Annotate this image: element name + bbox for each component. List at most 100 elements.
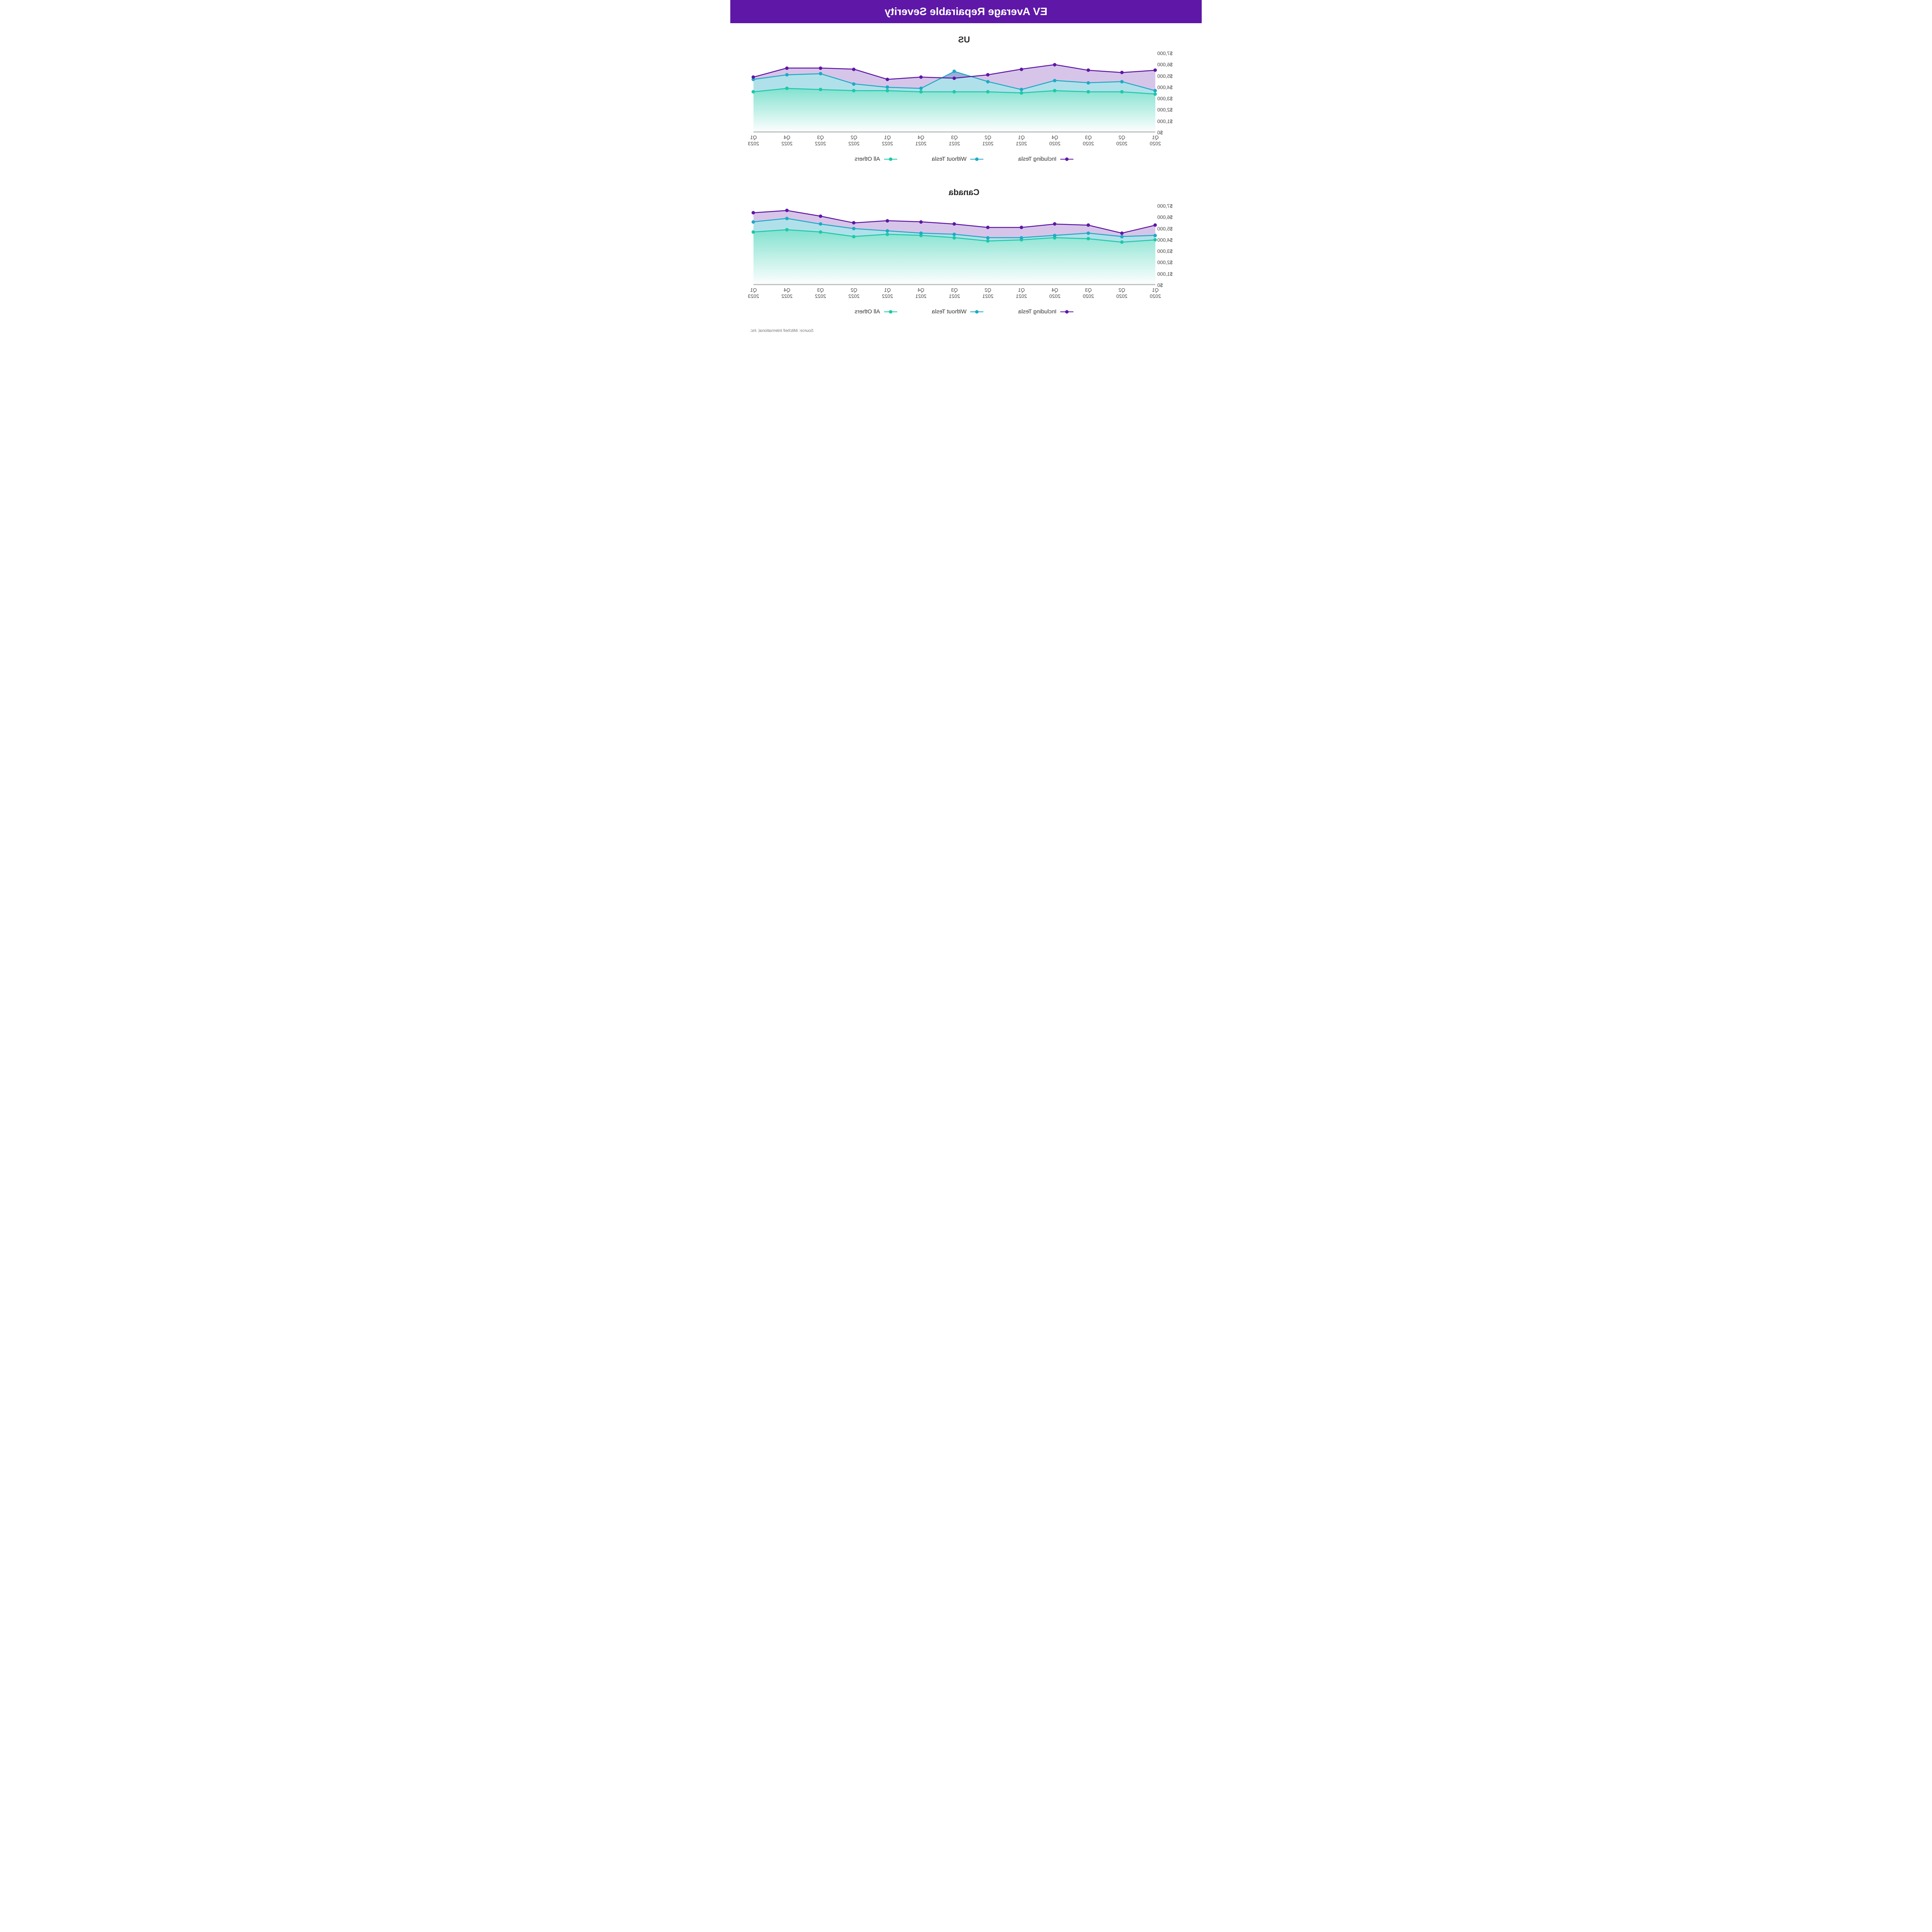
x-axis-label: Q32022 [815, 134, 826, 150]
x-axis-label: Q12022 [882, 134, 893, 150]
marker-all-others [1120, 90, 1124, 94]
x-axis-label: Q32020 [1083, 134, 1094, 150]
marker-including-tesla [886, 78, 889, 81]
x-axis-label: Q22021 [982, 287, 993, 303]
marker-without-tesla [1087, 81, 1090, 85]
chart-title: Canada [750, 187, 1179, 197]
x-axis-label: Q12020 [1150, 287, 1161, 303]
x-axis-label: Q42022 [781, 134, 793, 150]
source-note: Source: Mitchell International, Inc. [730, 328, 1202, 341]
x-axis-label: Q22020 [1116, 134, 1128, 150]
legend-label: All Others [855, 156, 880, 162]
x-axis-label: Q12023 [748, 134, 759, 150]
marker-including-tesla [1120, 231, 1124, 235]
header-title: EV Average Repairable Severity [884, 5, 1047, 17]
x-axis-label: Q42020 [1049, 287, 1061, 303]
legend-item-without-tesla: Without Tesla [932, 156, 984, 162]
marker-all-others [1154, 238, 1157, 242]
marker-all-others [886, 233, 889, 236]
legend-label: Without Tesla [932, 308, 967, 315]
marker-without-tesla [1087, 231, 1090, 235]
y-axis-label: $2,000 [1157, 107, 1179, 113]
marker-layer [753, 206, 1155, 285]
marker-all-others [1020, 91, 1023, 95]
plot-area: Q12020Q22020Q32020Q42020Q12021Q22021Q320… [753, 53, 1155, 133]
x-axis-label: Q12020 [1150, 134, 1161, 150]
marker-all-others [819, 88, 822, 91]
x-axis-label: Q12022 [882, 287, 893, 303]
chart-box: $0$1,000$2,000$3,000$4,000$5,000$6,000$7… [750, 202, 1179, 303]
marker-all-others [1154, 92, 1157, 96]
marker-including-tesla [1020, 68, 1023, 71]
marker-including-tesla [919, 75, 923, 79]
marker-including-tesla [1154, 223, 1157, 227]
legend-item-without-tesla: Without Tesla [932, 308, 984, 315]
y-axis-label: $3,000 [1157, 96, 1179, 102]
plot-area: Q12020Q22020Q32020Q42020Q12021Q22021Q320… [753, 206, 1155, 285]
x-axis-label: Q42021 [915, 287, 927, 303]
x-axis-label: Q22022 [849, 287, 860, 303]
x-axis-label: Q22021 [982, 134, 993, 150]
header-bar: EV Average Repairable Severity [730, 0, 1202, 23]
chart-wrapper: Canada$0$1,000$2,000$3,000$4,000$5,000$6… [730, 176, 1202, 328]
legend-label: Without Tesla [932, 156, 967, 162]
y-axis-label: $7,000 [1157, 51, 1179, 56]
marker-without-tesla [785, 217, 789, 220]
marker-without-tesla [1020, 88, 1023, 91]
y-axis-label: $3,000 [1157, 248, 1179, 254]
legend-swatch [884, 311, 897, 312]
marker-including-tesla [819, 66, 822, 70]
marker-without-tesla [819, 72, 822, 75]
x-axis-label: Q42021 [915, 134, 927, 150]
marker-without-tesla [1120, 80, 1124, 83]
legend-swatch [970, 311, 983, 312]
marker-including-tesla [919, 220, 923, 224]
legend-swatch [884, 159, 897, 160]
y-axis-label: $4,000 [1157, 237, 1179, 243]
legend-swatch [1060, 159, 1073, 160]
x-axis-label: Q22022 [849, 134, 860, 150]
chart-box: $0$1,000$2,000$3,000$4,000$5,000$6,000$7… [750, 49, 1179, 150]
marker-without-tesla [986, 236, 990, 240]
marker-without-tesla [986, 80, 990, 83]
y-axis-label: $2,000 [1157, 260, 1179, 265]
marker-including-tesla [886, 219, 889, 223]
legend: Including Tesla Without Tesla All Others [750, 150, 1179, 172]
y-axis-label: $4,000 [1157, 84, 1179, 90]
x-axis-label: Q22020 [1116, 287, 1128, 303]
y-axis-label: $1,000 [1157, 271, 1179, 277]
marker-including-tesla [1020, 226, 1023, 229]
x-axis-label: Q32020 [1083, 287, 1094, 303]
legend: Including Tesla Without Tesla All Others [750, 303, 1179, 325]
marker-all-others [1120, 240, 1124, 244]
x-axis-label: Q12023 [748, 287, 759, 303]
x-axis-label: Q12021 [1016, 134, 1027, 150]
legend-item-including-tesla: Including Tesla [1018, 156, 1073, 162]
x-axis-label: Q32021 [949, 287, 960, 303]
marker-without-tesla [919, 231, 923, 235]
x-axis-label: Q32022 [815, 287, 826, 303]
x-axis-label: Q42022 [781, 287, 793, 303]
x-axis-label: Q12021 [1016, 287, 1027, 303]
marker-including-tesla [785, 66, 789, 70]
y-axis-label: $5,000 [1157, 73, 1179, 79]
marker-without-tesla [1020, 236, 1023, 240]
y-axis-label: $6,000 [1157, 214, 1179, 220]
marker-including-tesla [819, 214, 822, 218]
marker-including-tesla [1154, 68, 1157, 72]
legend-item-all-others: All Others [855, 156, 897, 162]
marker-without-tesla [1120, 235, 1124, 238]
legend-item-all-others: All Others [855, 308, 897, 315]
x-axis-label: Q42020 [1049, 134, 1061, 150]
marker-all-others [819, 230, 822, 234]
legend-label: Including Tesla [1018, 308, 1056, 315]
y-axis-label: $7,000 [1157, 203, 1179, 209]
legend-swatch [1060, 311, 1073, 312]
marker-without-tesla [1154, 89, 1157, 92]
y-axis-label: $5,000 [1157, 226, 1179, 231]
y-axis-label: $1,000 [1157, 118, 1179, 124]
chart-wrapper: US$0$1,000$2,000$3,000$4,000$5,000$6,000… [730, 23, 1202, 176]
legend-label: Including Tesla [1018, 156, 1056, 162]
x-axis-label: Q32021 [949, 134, 960, 150]
y-axis-label: $6,000 [1157, 62, 1179, 68]
